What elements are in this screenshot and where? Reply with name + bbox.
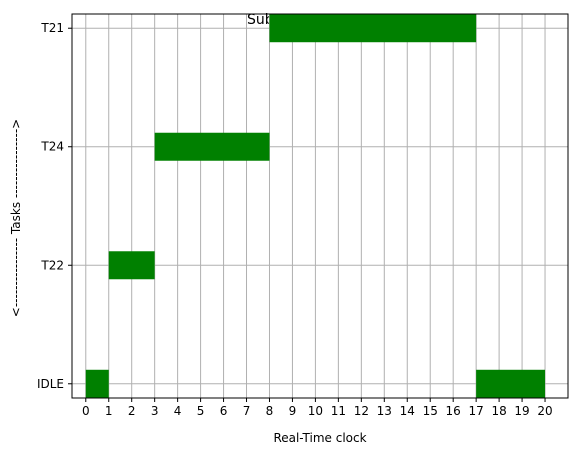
x-axis-ticks: 0 1 2 3 4 5 6 7 8 9 10 11 12 13 14 15 16 17 18 19 20 bbox=[82, 398, 553, 418]
y-axis-ticks: IDLE T22 T24 T21 bbox=[37, 21, 72, 391]
y-tick-label: T21 bbox=[40, 21, 64, 35]
task-bar-t22 bbox=[108, 251, 155, 280]
x-tick-label: 11 bbox=[331, 404, 346, 418]
x-tick-label: 8 bbox=[266, 404, 274, 418]
x-tick-label: 16 bbox=[446, 404, 461, 418]
x-tick-label: 6 bbox=[220, 404, 228, 418]
x-tick-label: 10 bbox=[308, 404, 323, 418]
task-bars bbox=[85, 14, 546, 398]
y-axis-label: <---------------- Tasks ----------------… bbox=[9, 119, 23, 317]
x-tick-label: 7 bbox=[243, 404, 251, 418]
y-tick-label: T24 bbox=[40, 140, 64, 154]
x-tick-label: 19 bbox=[514, 404, 529, 418]
plot-area bbox=[71, 13, 569, 399]
task-bar-t24 bbox=[154, 132, 270, 161]
x-axis-label: Real-Time clock bbox=[273, 431, 366, 445]
x-tick-label: 18 bbox=[491, 404, 506, 418]
x-tick-label: 3 bbox=[151, 404, 159, 418]
x-tick-label: 9 bbox=[289, 404, 297, 418]
x-tick-label: 15 bbox=[423, 404, 438, 418]
x-tick-label: 17 bbox=[469, 404, 484, 418]
task-bar-t21 bbox=[269, 14, 477, 43]
x-tick-label: 14 bbox=[400, 404, 415, 418]
x-tick-label: 0 bbox=[82, 404, 90, 418]
x-tick-label: 4 bbox=[174, 404, 182, 418]
x-tick-label: 5 bbox=[197, 404, 205, 418]
x-tick-label: 13 bbox=[377, 404, 392, 418]
task-bar-idle bbox=[85, 369, 109, 398]
grid bbox=[72, 14, 568, 398]
y-tick-label: IDLE bbox=[37, 377, 64, 391]
task-bar-idle bbox=[476, 369, 546, 398]
x-tick-label: 1 bbox=[105, 404, 113, 418]
x-tick-label: 20 bbox=[537, 404, 552, 418]
y-tick-label: T22 bbox=[40, 258, 64, 272]
x-tick-label: 2 bbox=[128, 404, 136, 418]
x-tick-label: 12 bbox=[354, 404, 369, 418]
